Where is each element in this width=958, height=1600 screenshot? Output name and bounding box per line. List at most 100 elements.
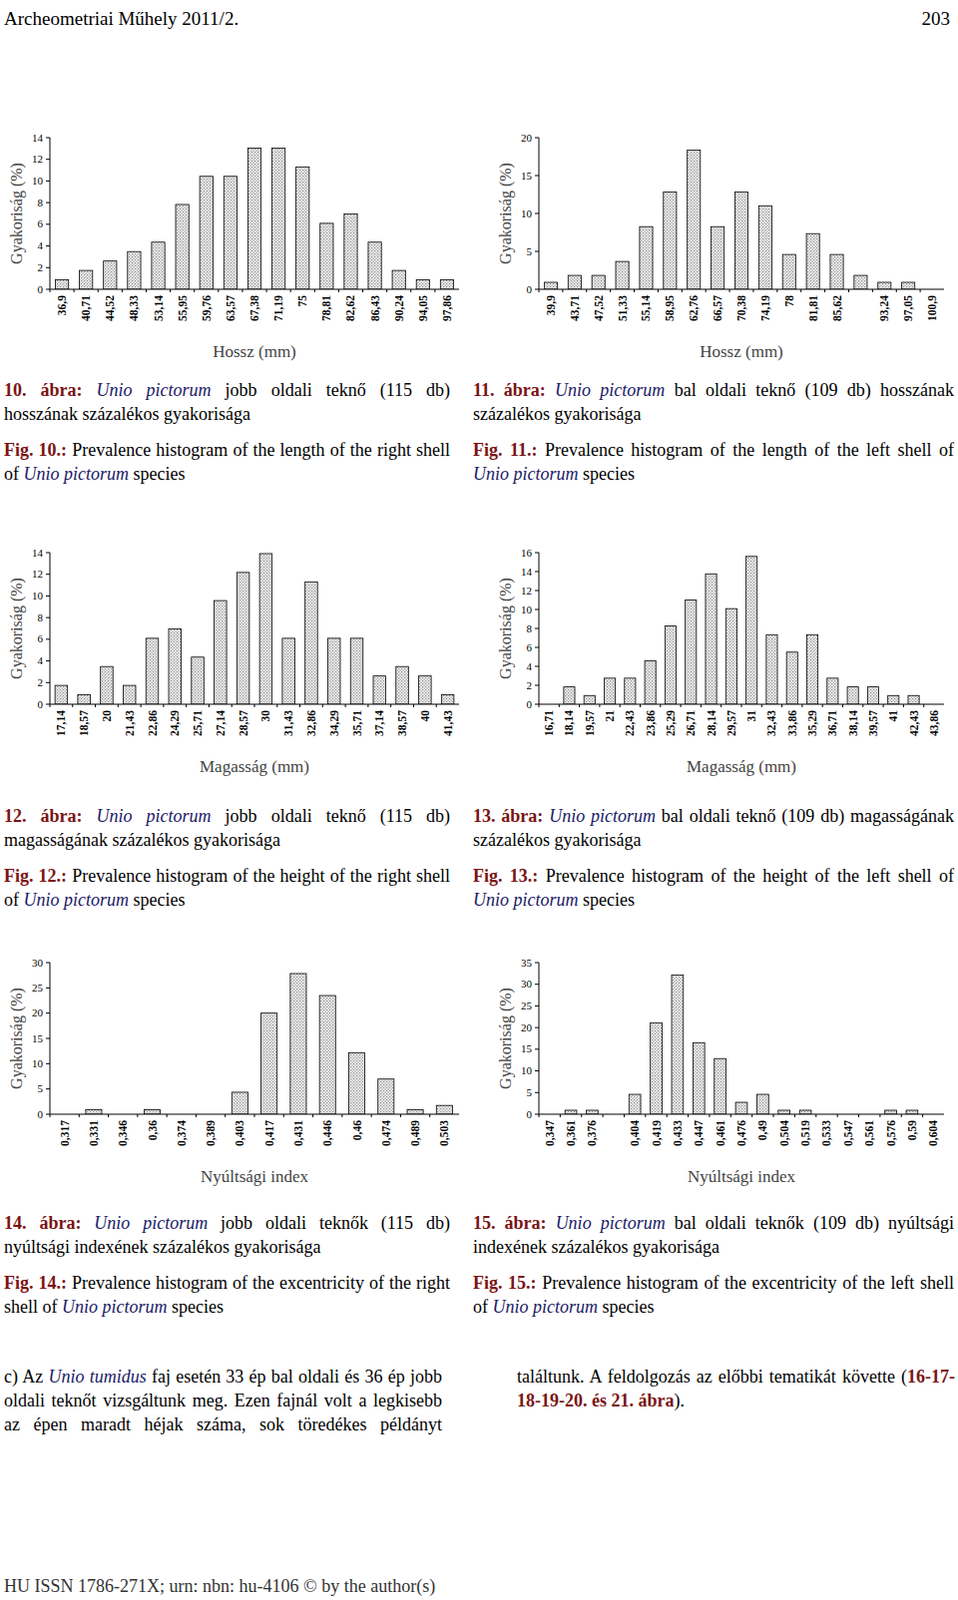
x-tick-label: 67,38 (248, 295, 261, 322)
y-tick-label: 2 (526, 679, 533, 692)
y-tick (45, 1038, 50, 1040)
x-tick-label: 19,57 (583, 710, 596, 737)
x-tick (680, 704, 682, 708)
bar (231, 1092, 248, 1115)
x-tick (538, 704, 540, 708)
bar (143, 1110, 160, 1115)
x-tick-label: 24,29 (168, 710, 181, 737)
x-axis (538, 1114, 945, 1116)
bar (583, 695, 595, 705)
bar (806, 233, 820, 290)
bar (407, 1110, 424, 1115)
x-axis-label: Nyúltsági index (687, 1167, 797, 1187)
x-tick-label: 22,43 (623, 710, 636, 737)
x-tick (107, 1114, 109, 1118)
text-run: ). (673, 1391, 685, 1412)
bar (373, 676, 387, 705)
x-tick (314, 289, 316, 293)
x-tick (390, 704, 392, 708)
bar (419, 676, 433, 705)
x-tick (815, 1114, 817, 1118)
y-tick-label: 10 (31, 174, 44, 187)
x-tick-label: 0,561 (863, 1120, 876, 1147)
x-tick-label: 0,59 (906, 1120, 919, 1141)
y-tick (534, 704, 539, 706)
bar (344, 213, 358, 290)
x-tick (752, 289, 754, 293)
bar (799, 1110, 812, 1115)
x-tick (185, 704, 187, 708)
caption: 11. ábra: Unio pictorum bal oldali teknő… (473, 378, 955, 498)
x-tick (720, 704, 722, 708)
caption: 14. ábra: Unio pictorum jobb oldali tekn… (3, 1211, 451, 1332)
x-tick (169, 289, 171, 293)
y-tick (534, 1005, 539, 1007)
bar (327, 638, 341, 705)
bar (756, 1094, 769, 1115)
x-axis-label: Magasság (mm) (686, 757, 797, 777)
caption: 13. ábra: Unio pictorum bal oldali teknő… (473, 804, 955, 925)
y-tick-label: 4 (526, 660, 533, 673)
y-axis (538, 962, 540, 1115)
caption-en: Fig. 14.: Prevalence histogram of the ex… (3, 1271, 451, 1320)
y-tick (45, 289, 50, 291)
x-tick (224, 1114, 226, 1118)
x-tick (434, 289, 436, 293)
x-tick (312, 1114, 314, 1118)
bar (685, 599, 697, 705)
histogram: 051015202530350,3470,3610,3760,4040,4190… (469, 950, 958, 1195)
bar (786, 652, 798, 705)
caption-hu: 14. ábra: Unio pictorum jobb oldali tekn… (3, 1211, 451, 1260)
x-tick-label: 82,62 (344, 295, 357, 322)
x-tick (341, 1114, 343, 1118)
x-axis-label: Nyúltsági index (200, 1167, 310, 1187)
x-tick (217, 289, 219, 293)
text-run: 10. ábra: (3, 380, 83, 401)
x-tick-label: 0,389 (204, 1120, 217, 1147)
bar (54, 685, 68, 705)
bar (378, 1079, 395, 1115)
x-tick (666, 1114, 668, 1118)
y-tick (534, 685, 539, 687)
x-tick (781, 704, 783, 708)
x-tick-label: 27,14 (214, 710, 227, 737)
bar (714, 1058, 727, 1115)
page-number: 203 (922, 7, 952, 30)
y-tick (45, 595, 50, 597)
histogram: 0510152025300,3170,3310,3460,360,3740,38… (0, 950, 470, 1195)
y-tick-label: 2 (37, 676, 44, 689)
histogram: 0510152039,943,7147,5251,3355,1458,9562,… (469, 124, 958, 370)
text-run: Unio pictorum (473, 464, 579, 484)
bar (782, 254, 796, 290)
x-tick-label: 36,9 (55, 295, 68, 316)
y-tick (534, 983, 539, 985)
bar (615, 261, 629, 290)
text-run: Fig. 12.: (3, 866, 67, 887)
bar (908, 695, 920, 705)
x-tick-label: 97,05 (902, 295, 915, 322)
bar (392, 270, 406, 290)
x-tick-label: 38,14 (847, 710, 860, 737)
bar (830, 254, 844, 290)
bar (168, 628, 182, 705)
x-axis-label: Hossz (mm) (699, 342, 784, 362)
text-run: 13. ábra: (473, 806, 543, 827)
x-tick-label: 23,86 (644, 710, 657, 737)
bar (436, 1105, 453, 1115)
text-run: Unio pictorum (93, 1213, 208, 1234)
x-tick-label: 55,95 (176, 295, 189, 322)
text-run: Unio pictorum (554, 380, 665, 401)
text-run: bal oldali teknő (109 db) magasságának s… (473, 806, 955, 851)
bar (122, 685, 136, 705)
body-paragraph: c) Az Unio tumidus faj esetén 33 ép bal … (3, 1365, 956, 1437)
bar (711, 226, 725, 290)
x-tick (922, 1114, 924, 1118)
caption-en: Fig. 15.: Prevalence histogram of the ex… (473, 1271, 955, 1320)
bar (885, 1110, 898, 1115)
y-axis-label: Gyakoriság (%) (496, 162, 515, 265)
text-run: Unio pictorum (61, 1297, 168, 1318)
x-tick (708, 1114, 710, 1118)
bar (878, 282, 892, 290)
bar (902, 282, 916, 290)
bar (77, 695, 91, 705)
